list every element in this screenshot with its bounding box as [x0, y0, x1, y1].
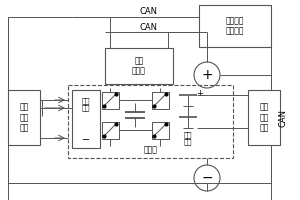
Text: 复合电源
管理系统: 复合电源 管理系统 [226, 16, 244, 36]
Text: +: + [201, 68, 213, 82]
Bar [101, 121, 118, 138]
Text: +: + [196, 88, 203, 98]
Bar [68, 85, 233, 158]
Text: 第一
采样
装置: 第一 采样 装置 [260, 103, 268, 132]
Text: 开关
控制器: 开关 控制器 [132, 56, 146, 76]
Bar [152, 121, 169, 138]
Text: 超级
电容: 超级 电容 [82, 97, 90, 111]
Text: 电荷泵: 电荷泵 [144, 146, 158, 154]
Text: CAN: CAN [278, 109, 287, 127]
Text: 动力
电池: 动力 电池 [184, 131, 192, 145]
Bar [105, 48, 173, 84]
Text: −: − [201, 171, 213, 185]
Text: −: − [82, 135, 90, 145]
Text: CAN: CAN [139, 22, 157, 31]
Bar [199, 5, 271, 47]
Bar [248, 90, 280, 145]
Text: CAN: CAN [139, 7, 157, 17]
Bar [101, 92, 118, 108]
Text: 第二
采样
装置: 第二 采样 装置 [20, 103, 28, 132]
Bar [72, 90, 100, 148]
Bar [8, 90, 40, 145]
Bar [152, 92, 169, 108]
